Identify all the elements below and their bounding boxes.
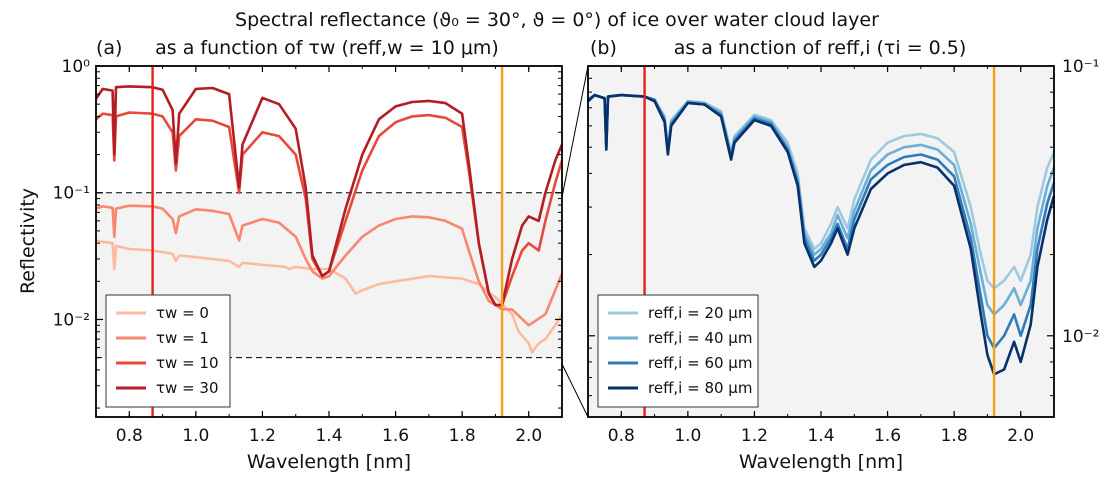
x-tick-label: 1.8: [941, 426, 968, 446]
legend-label: τw = 10: [156, 354, 219, 372]
x-tick-label: 1.0: [674, 426, 701, 446]
legend-label: τw = 30: [156, 379, 219, 397]
panel-b-x-axis-label: Wavelength [nm]: [739, 451, 903, 473]
y-tick-label: 10⁻¹: [53, 184, 90, 204]
panel-a-label: (a): [96, 37, 122, 59]
y-tick-label: 10⁻²: [1062, 327, 1099, 347]
panel-a-y-axis-label: Reflectivity: [17, 188, 39, 294]
panel-a-x-axis-label: Wavelength [nm]: [247, 451, 411, 473]
figure-title: Spectral reflectance (ϑ₀ = 30°, ϑ = 0°) …: [235, 9, 879, 31]
x-tick-label: 1.8: [449, 426, 476, 446]
panel-a-legend: τw = 0 τw = 1 τw = 10 τw = 30: [105, 294, 231, 408]
legend-label: τw = 0: [156, 304, 209, 322]
panel-b-x-ticks: 0.8 1.0 1.2 1.4 1.6 1.8 2.0: [587, 66, 1055, 446]
panel-a: (a) as a function of τw (reff,w = 10 μm)…: [17, 37, 564, 473]
legend-label: reff,i = 40 μm: [648, 329, 752, 347]
x-tick-label: 2.0: [1007, 426, 1034, 446]
panel-b: (b) as a function of reff,i (τi = 0.5) 0…: [587, 37, 1099, 473]
x-tick-label: 1.4: [315, 426, 342, 446]
panel-b-y-ticks: 10⁻¹ 10⁻²: [588, 57, 1099, 418]
zoom-connector-top: [561, 65, 589, 198]
panel-b-title: as a function of reff,i (τi = 0.5): [674, 37, 967, 59]
legend-label: reff,i = 80 μm: [648, 379, 752, 397]
panel-a-x-ticks: 0.8 1.0 1.2 1.4 1.6 1.8 2.0: [95, 66, 563, 446]
x-tick-label: 0.8: [608, 426, 635, 446]
zoom-connector-bottom: [561, 363, 589, 418]
legend-label: τw = 1: [156, 329, 209, 347]
x-tick-label: 0.8: [116, 426, 143, 446]
y-tick-label: 10⁻¹: [1062, 57, 1099, 77]
panel-a-title: as a function of τw (reff,w = 10 μm): [155, 37, 499, 59]
panel-a-y-ticks: 10⁰ 10⁻¹ 10⁻²: [53, 57, 562, 409]
x-tick-label: 1.0: [182, 426, 209, 446]
legend-label: reff,i = 60 μm: [648, 354, 752, 372]
panel-b-label: (b): [590, 37, 617, 59]
x-tick-label: 2.0: [515, 426, 542, 446]
series-line-1: [95, 204, 564, 327]
legend-label: reff,i = 20 μm: [648, 304, 752, 322]
x-tick-label: 1.2: [249, 426, 276, 446]
x-tick-label: 1.6: [382, 426, 409, 446]
panel-b-legend: reff,i = 20 μm reff,i = 40 μm reff,i = 60 …: [597, 294, 759, 408]
x-tick-label: 1.2: [741, 426, 768, 446]
panel-a-reference-lines: [96, 192, 562, 359]
x-tick-label: 1.4: [807, 426, 834, 446]
y-tick-label: 10⁻²: [53, 310, 90, 330]
x-tick-label: 1.6: [874, 426, 901, 446]
y-tick-label: 10⁰: [62, 57, 91, 77]
